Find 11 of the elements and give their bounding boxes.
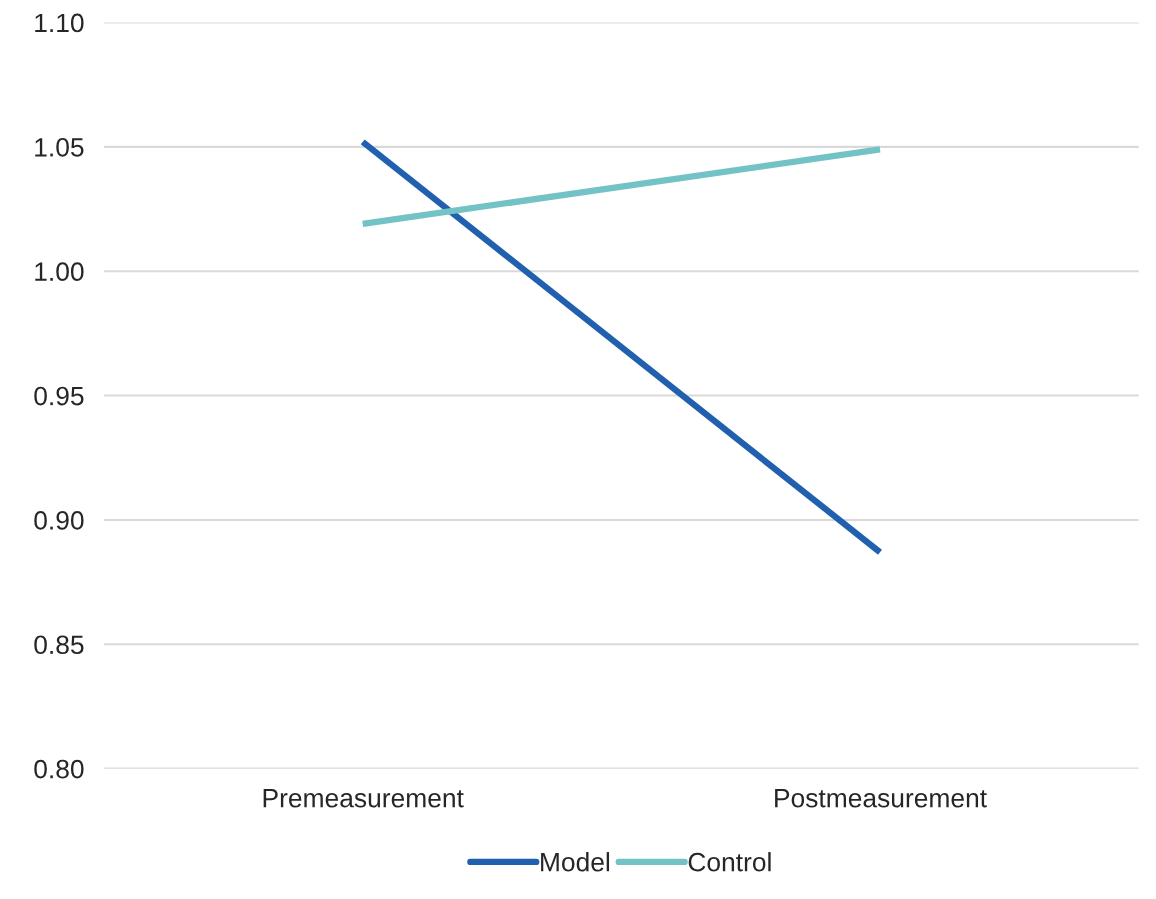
- y-tick-label: 1.00: [35, 262, 84, 282]
- y-tick-label: 0.80: [34, 759, 84, 779]
- y-tick-label: 1.05: [35, 137, 84, 157]
- x-tick-label: Postmeasurement: [775, 789, 987, 808]
- y-tick-label: 0.95: [34, 386, 84, 406]
- legend-label: Model: [541, 852, 610, 872]
- legend-label: Control: [688, 852, 771, 872]
- y-tick-label: 0.90: [34, 511, 84, 530]
- x-tick-label: Premeasurement: [263, 789, 464, 808]
- y-tick-label: 0.85: [34, 635, 84, 655]
- y-tick-label: 1.10: [35, 13, 84, 33]
